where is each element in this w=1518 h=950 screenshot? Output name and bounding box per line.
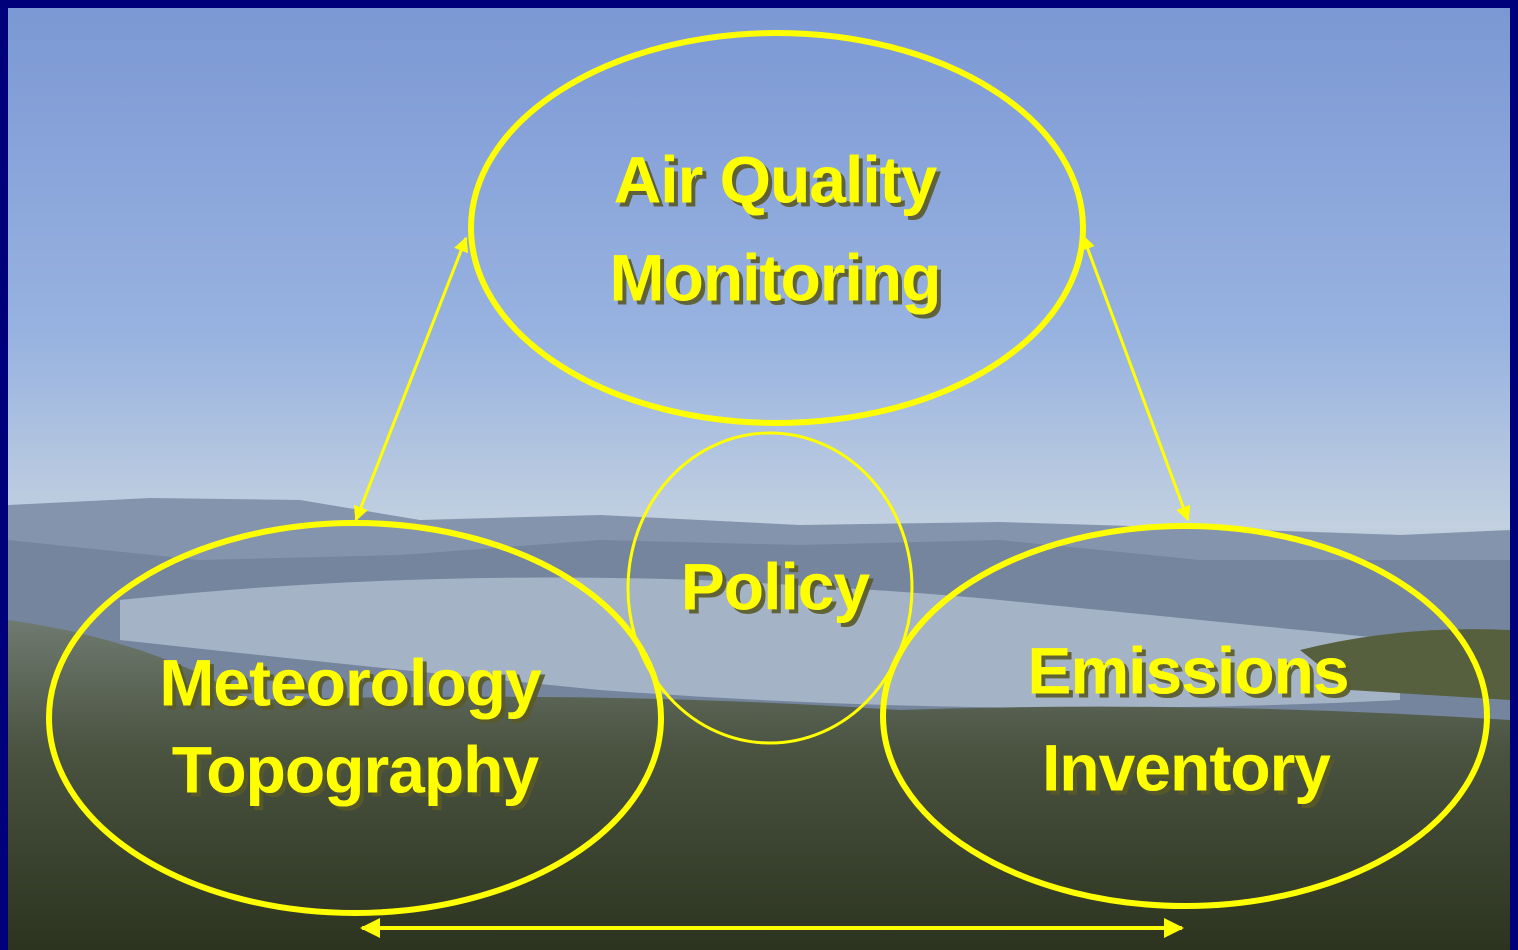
node-label: Emissions [1027,633,1348,707]
slide: Air Quality Monitoring Policy Meteorolog… [0,0,1518,950]
node-label: Policy [681,549,871,623]
node-label: Topography [172,732,540,806]
node-label: Inventory [1042,730,1331,804]
node-label: Air Quality [614,142,938,216]
node-label: Monitoring [610,240,941,314]
node-label: Meteorology [159,645,542,719]
